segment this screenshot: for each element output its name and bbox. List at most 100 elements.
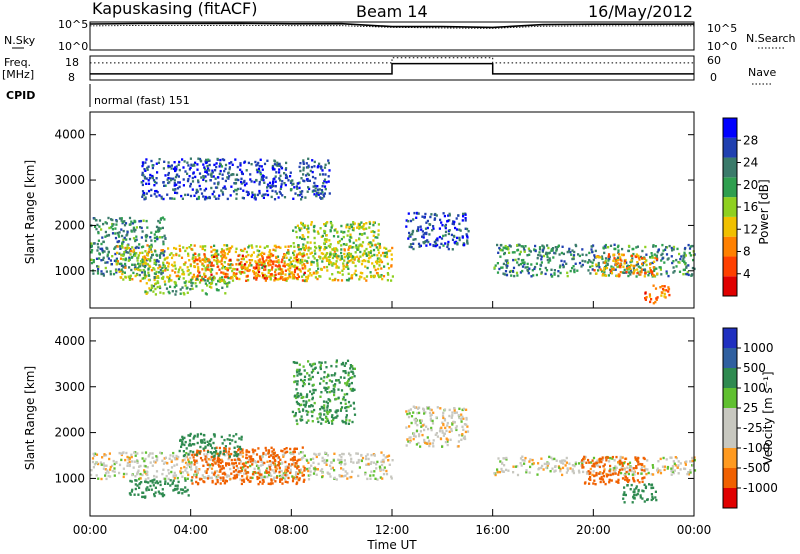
velocity-cell (626, 484, 629, 487)
velocity-cell (95, 453, 99, 456)
velocity-cell (128, 464, 131, 468)
power-cell (156, 191, 159, 194)
velocity-cell (330, 380, 334, 383)
power-cell (209, 179, 212, 182)
power-cell (240, 170, 243, 174)
velocity-cell (453, 411, 456, 415)
power-cell (213, 163, 216, 167)
velocity-cell (296, 402, 299, 405)
velocity-cell (325, 410, 329, 414)
velocity-cell (626, 466, 629, 469)
velocity-cell (442, 434, 445, 437)
power-cell (248, 264, 251, 267)
power-cell (300, 198, 303, 201)
power-cell (374, 260, 378, 264)
power-cell (682, 257, 685, 260)
power-cell (141, 190, 145, 193)
power-cell (279, 246, 282, 249)
power-cell (636, 245, 639, 248)
velocity-cell (147, 488, 150, 491)
power-cell (113, 247, 116, 250)
power-cell (547, 261, 550, 264)
velocity-cell (652, 466, 655, 469)
power-cell (439, 218, 442, 222)
power-cell (225, 266, 228, 270)
power-cell (144, 250, 147, 253)
velocity-cell (251, 476, 254, 480)
velocity-cell (669, 456, 672, 459)
power-cell (222, 255, 225, 259)
velocity-cell (551, 467, 554, 470)
power-cell (329, 261, 333, 264)
power-cell (201, 262, 204, 265)
velocity-cell (635, 466, 638, 469)
power-cell (193, 164, 196, 167)
power-cell (533, 267, 536, 271)
power-cell (594, 249, 597, 253)
power-cell (314, 276, 317, 279)
velocity-cell (268, 455, 271, 458)
velocity-cell (654, 490, 657, 493)
power-cell (650, 252, 653, 255)
velocity-cell (462, 437, 465, 440)
velocity-cell (196, 441, 199, 445)
power-cell (321, 185, 324, 188)
power-cell (220, 259, 223, 262)
velocity-cell (352, 461, 355, 464)
velocity-cell (257, 465, 260, 468)
power-cell (313, 249, 316, 252)
velocity-cell (348, 419, 351, 422)
velocity-cell (431, 419, 434, 423)
power-cell (608, 255, 611, 258)
power-cell (101, 247, 104, 250)
power-cell (153, 233, 156, 236)
velocity-cell (350, 370, 353, 373)
power-cell (167, 247, 170, 250)
power-cell (279, 268, 282, 271)
power-cell (146, 258, 149, 261)
velocity-cell (246, 475, 249, 478)
velocity-cell (640, 466, 643, 469)
velocity-cell (169, 454, 172, 457)
power-cell (522, 258, 525, 262)
power-cell (642, 261, 645, 265)
velocity-cell (322, 400, 326, 403)
power-cell (324, 173, 327, 176)
power-cell (519, 271, 522, 274)
power-cell (318, 188, 321, 191)
power-cell (179, 249, 182, 253)
velocity-cell (254, 461, 257, 464)
velocity-cell (497, 457, 500, 460)
velocity-cell (588, 461, 591, 464)
velocity-cell (643, 500, 646, 503)
power-cell (221, 257, 224, 260)
velocity-cell (261, 482, 264, 485)
velocity-cell (113, 462, 116, 466)
velocity-cell (685, 460, 688, 463)
velocity-cell (661, 465, 665, 468)
velocity-cell (225, 451, 229, 454)
power-cell (216, 259, 219, 262)
power-cell (645, 263, 648, 267)
velocity-cell (169, 479, 172, 482)
power-cell (188, 259, 191, 262)
power-cell (258, 253, 261, 256)
power-cell (301, 190, 304, 193)
velocity-cell (578, 471, 581, 474)
power-cell (302, 235, 305, 238)
power-cell (224, 292, 227, 295)
power-cell (236, 277, 239, 280)
velocity-cell (601, 478, 605, 481)
power-cell (317, 188, 320, 191)
velocity-cell (321, 459, 324, 463)
power-cell (558, 266, 562, 269)
power-cell (607, 255, 610, 258)
velocity-cell (318, 361, 321, 364)
power-cell (242, 256, 245, 259)
x-tick-label: 00:00 (677, 523, 712, 537)
power-cell (302, 159, 305, 162)
power-cell (213, 253, 217, 256)
velocity-cell (152, 484, 155, 487)
velocity-cell (170, 466, 174, 469)
power-cell (215, 165, 218, 169)
